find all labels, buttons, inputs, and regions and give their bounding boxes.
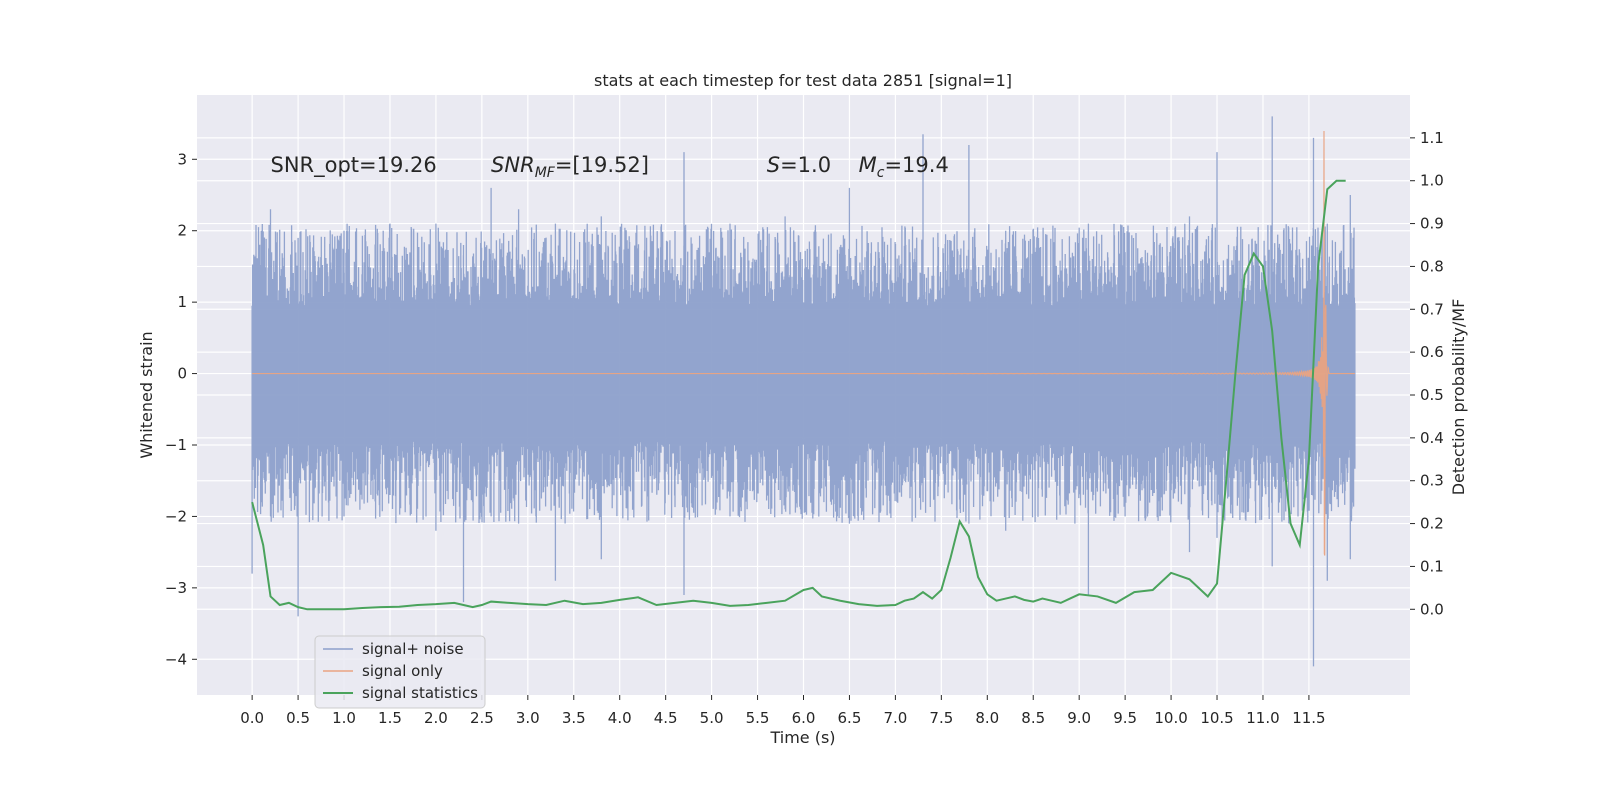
annotation-snr-mf: SNRMF=[19.52]: [491, 153, 649, 181]
x-tick-label: 6.0: [792, 709, 816, 727]
x-tick-label: 1.0: [332, 709, 356, 727]
annotation-subscript: MF: [535, 165, 556, 181]
y2-tick-label: 0.0: [1420, 600, 1444, 618]
x-tick-label: 8.0: [975, 709, 999, 727]
annotation-symbol: M: [859, 153, 877, 177]
annotation-value: =[19.52]: [555, 153, 649, 177]
x-tick-label: 5.5: [746, 709, 770, 727]
legend: signal+ noise signal only signal statistic…: [314, 635, 486, 709]
y2-tick-label: 0.3: [1420, 472, 1444, 490]
y2-tick-label: 0.5: [1420, 386, 1444, 404]
x-tick-label: 10.5: [1200, 709, 1233, 727]
x-tick-label: 1.5: [378, 709, 402, 727]
x-tick-label: 5.0: [700, 709, 724, 727]
legend-label: signal statistics: [362, 684, 478, 702]
annotation-subscript: c: [877, 165, 885, 181]
annotation-value: =1.0: [780, 153, 831, 177]
y2-tick-label: 0.9: [1420, 215, 1444, 233]
x-tick-label: 0.0: [240, 709, 264, 727]
legend-label: signal only: [362, 662, 443, 680]
y2-tick-label: 0.7: [1420, 300, 1444, 318]
x-axis-label: Time (s): [769, 728, 835, 747]
y2-tick-label: 0.4: [1420, 429, 1444, 447]
x-tick-label: 10.0: [1154, 709, 1187, 727]
x-tick-label: 3.0: [516, 709, 540, 727]
annotation-mc-val: Mc=19.4: [859, 153, 949, 181]
y2-tick-label: 0.6: [1420, 343, 1444, 361]
x-tick-label: 0.5: [286, 709, 310, 727]
x-tick-label: 2.5: [470, 709, 494, 727]
y2-tick-label: 1.1: [1420, 129, 1444, 147]
y-tick-label: −1: [165, 436, 187, 454]
x-tick-label: 9.5: [1113, 709, 1137, 727]
y-tick-label: −3: [165, 579, 187, 597]
x-tick-label: 11.0: [1246, 709, 1279, 727]
y2-axis-label: Detection probability/MF: [1449, 299, 1468, 496]
series-layer: [251, 116, 1356, 667]
y2-tick-label: 0.2: [1420, 515, 1444, 533]
y-tick-label: 3: [177, 150, 187, 168]
annotation-symbol: S: [767, 153, 780, 177]
x-tick-label: 4.5: [654, 709, 678, 727]
x-tick-label: 7.0: [883, 709, 907, 727]
y-tick-label: 2: [177, 222, 187, 240]
y-tick-label: 0: [177, 365, 187, 383]
annotation-symbol: SNR: [491, 153, 535, 177]
y-tick-label: −4: [165, 650, 187, 668]
series-signal-noise: [251, 116, 1356, 667]
x-tick-label: 4.0: [608, 709, 632, 727]
x-tick-label: 11.5: [1292, 709, 1325, 727]
y-axis-label: Whitened strain: [137, 331, 156, 458]
series-signal-statistics: [251, 179, 1346, 611]
series-signal-only: [252, 131, 1355, 556]
legend-label: signal+ noise: [362, 640, 464, 658]
chart-title: stats at each timestep for test data 285…: [594, 71, 1012, 90]
x-tick-label: 7.5: [929, 709, 953, 727]
y2-tick-label: 0.1: [1420, 557, 1444, 575]
y-tick-label: 1: [177, 293, 187, 311]
legend-box: [314, 635, 486, 709]
annotation-s-val: S=1.0: [767, 153, 831, 177]
axis-layer: 0.0 0.5 1.0 1.5 2.0 2.5 3.0 3.5 4.0 4.5 5.0 5.5 6.0 6…: [165, 129, 1444, 727]
y2-tick-label: 0.8: [1420, 257, 1444, 275]
y2-tick-label: 1.0: [1420, 172, 1444, 190]
annotation-snr-opt: SNR_opt=19.26: [271, 153, 437, 178]
x-tick-label: 2.0: [424, 709, 448, 727]
annotation-layer: SNR_opt=19.26 SNRMF=[19.52] S=1.0 Mc=19.4: [271, 153, 949, 181]
x-tick-label: 6.5: [838, 709, 862, 727]
x-tick-label: 8.5: [1021, 709, 1045, 727]
annotation-value: =19.4: [884, 153, 948, 177]
x-tick-label: 9.0: [1067, 709, 1091, 727]
x-tick-label: 3.5: [562, 709, 586, 727]
y-tick-label: −2: [165, 507, 187, 525]
